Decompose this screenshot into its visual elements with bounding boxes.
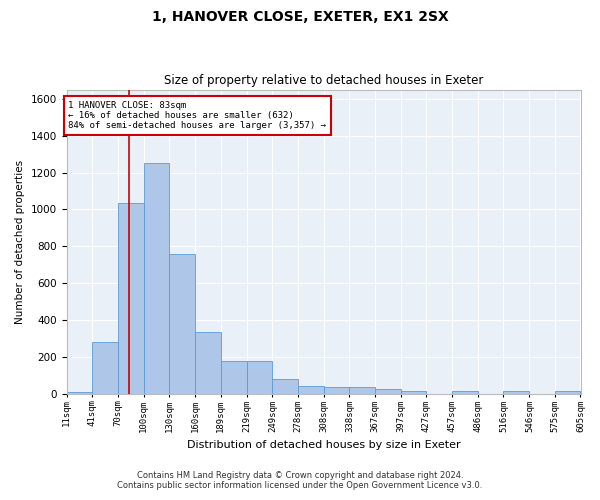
Bar bbox=[452, 392, 478, 394]
Bar bbox=[503, 392, 529, 394]
Bar bbox=[118, 203, 143, 394]
Bar bbox=[349, 388, 374, 394]
Bar bbox=[323, 387, 349, 394]
Bar bbox=[67, 392, 92, 394]
Bar bbox=[374, 390, 401, 394]
Bar bbox=[92, 342, 118, 394]
Text: 1, HANOVER CLOSE, EXETER, EX1 2SX: 1, HANOVER CLOSE, EXETER, EX1 2SX bbox=[152, 10, 448, 24]
Bar bbox=[221, 360, 247, 394]
Title: Size of property relative to detached houses in Exeter: Size of property relative to detached ho… bbox=[164, 74, 483, 87]
Bar bbox=[143, 164, 169, 394]
X-axis label: Distribution of detached houses by size in Exeter: Distribution of detached houses by size … bbox=[187, 440, 460, 450]
Bar bbox=[554, 392, 580, 394]
Bar bbox=[272, 379, 298, 394]
Y-axis label: Number of detached properties: Number of detached properties bbox=[15, 160, 25, 324]
Bar bbox=[247, 360, 272, 394]
Text: 1 HANOVER CLOSE: 83sqm
← 16% of detached houses are smaller (632)
84% of semi-de: 1 HANOVER CLOSE: 83sqm ← 16% of detached… bbox=[68, 100, 326, 130]
Bar bbox=[169, 254, 196, 394]
Text: Contains HM Land Registry data © Crown copyright and database right 2024.
Contai: Contains HM Land Registry data © Crown c… bbox=[118, 470, 482, 490]
Bar bbox=[196, 332, 221, 394]
Bar bbox=[401, 392, 427, 394]
Bar bbox=[298, 386, 323, 394]
